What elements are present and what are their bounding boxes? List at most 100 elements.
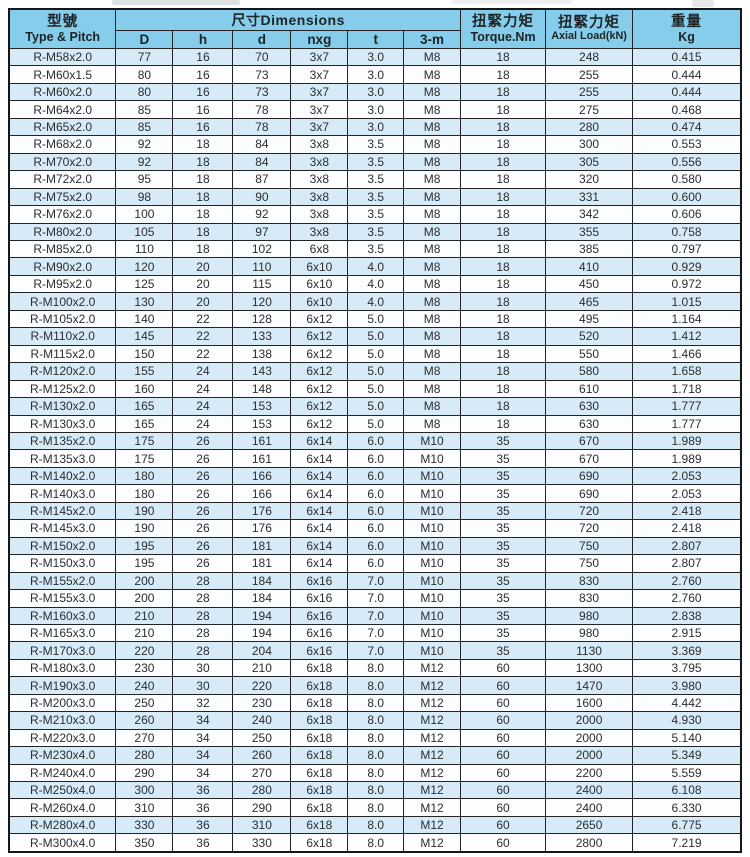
table-row: R-M60x2.0 80 16 73 3x7 3.0 M8 18 255 0.444 bbox=[8, 82, 742, 102]
table-cell: M12 bbox=[402, 728, 462, 748]
table-row: R-M160x3.0 210 28 194 6x16 7.0 M10 35 980 2.838 bbox=[8, 606, 742, 625]
type-pitch-cell: R-M105x2.0 bbox=[8, 309, 117, 329]
table-cell: 140 bbox=[115, 309, 174, 329]
table-cell: 6x12 bbox=[290, 344, 349, 364]
table-cell: 35 bbox=[460, 536, 546, 556]
table-cell: 3x7 bbox=[290, 65, 349, 84]
table-cell: 98 bbox=[115, 187, 174, 207]
table-cell: M10 bbox=[402, 484, 462, 503]
table-cell: 155 bbox=[115, 362, 174, 381]
table-cell: 18 bbox=[172, 170, 234, 189]
table-cell: 0.556 bbox=[632, 152, 742, 172]
table-cell: 5.0 bbox=[347, 397, 404, 416]
type-pitch-cell: R-M120x2.0 bbox=[8, 362, 117, 381]
table-cell: 8.0 bbox=[347, 693, 404, 713]
table-cell: 26 bbox=[172, 484, 234, 503]
table-cell: 2000 bbox=[544, 728, 634, 748]
type-pitch-cell: R-M145x3.0 bbox=[8, 519, 117, 538]
type-pitch-cell: R-M180x3.0 bbox=[8, 658, 117, 678]
table-row: R-M68x2.0 92 18 84 3x8 3.5 M8 18 300 0.553 bbox=[8, 135, 742, 154]
table-cell: 18 bbox=[460, 117, 546, 137]
type-pitch-cell: R-M140x3.0 bbox=[8, 484, 117, 503]
table-row: R-M150x3.0 195 26 181 6x14 6.0 M10 35 750 2.807 bbox=[8, 554, 742, 573]
table-cell: 5.559 bbox=[632, 763, 742, 783]
table-cell: 0.606 bbox=[632, 205, 742, 224]
table-row: R-M250x4.0 300 36 280 6x18 8.0 M12 60 2400 6.108 bbox=[8, 781, 742, 800]
table-cell: 7.0 bbox=[347, 571, 404, 591]
type-pitch-cell: R-M145x2.0 bbox=[8, 501, 117, 521]
table-row: R-M300x4.0 350 36 330 6x18 8.0 M12 60 2800 7.219 bbox=[8, 833, 742, 853]
table-cell: M8 bbox=[402, 170, 462, 189]
table-cell: 7.0 bbox=[347, 641, 404, 660]
table-cell: 26 bbox=[172, 536, 234, 556]
table-cell: 184 bbox=[232, 589, 292, 608]
table-cell: 6x18 bbox=[290, 815, 349, 835]
table-cell: 130 bbox=[115, 292, 174, 311]
table-cell: M12 bbox=[402, 781, 462, 800]
table-cell: 1600 bbox=[544, 693, 634, 713]
axial-load-label-zh: 扭緊力矩 bbox=[558, 15, 621, 32]
table-cell: 60 bbox=[460, 658, 546, 678]
table-cell: 0.972 bbox=[632, 274, 742, 294]
table-cell: 150 bbox=[115, 344, 174, 364]
table-cell: M8 bbox=[402, 135, 462, 154]
table-cell: 110 bbox=[115, 239, 174, 259]
table-cell: 3.0 bbox=[347, 65, 404, 84]
table-cell: 18 bbox=[460, 170, 546, 189]
table-cell: 3.5 bbox=[347, 187, 404, 207]
table-cell: 105 bbox=[115, 222, 174, 241]
table-cell: 450 bbox=[544, 274, 634, 294]
table-cell: 5.0 bbox=[347, 327, 404, 346]
table-cell: M12 bbox=[402, 763, 462, 783]
table-cell: 320 bbox=[544, 170, 634, 189]
table-cell: 6x18 bbox=[290, 746, 349, 765]
table-row: R-M190x3.0 240 30 220 6x18 8.0 M12 60 1470 3.980 bbox=[8, 676, 742, 695]
table-cell: 35 bbox=[460, 606, 546, 625]
table-cell: 30 bbox=[172, 676, 234, 695]
table-cell: 175 bbox=[115, 449, 174, 468]
table-row: R-M130x3.0 165 24 153 6x12 5.0 M8 18 630 1.777 bbox=[8, 414, 742, 433]
type-pitch-cell: R-M58x2.0 bbox=[8, 47, 117, 67]
table-cell: 34 bbox=[172, 746, 234, 765]
table-cell: 6x18 bbox=[290, 763, 349, 783]
table-cell: 6x16 bbox=[290, 606, 349, 625]
table-cell: 18 bbox=[460, 187, 546, 207]
table-cell: 18 bbox=[460, 344, 546, 364]
table-cell: 4.0 bbox=[347, 257, 404, 276]
type-pitch-cell: R-M100x2.0 bbox=[8, 292, 117, 311]
table-cell: 24 bbox=[172, 362, 234, 381]
table-cell: M10 bbox=[402, 623, 462, 643]
table-cell: 35 bbox=[460, 571, 546, 591]
table-cell: 35 bbox=[460, 466, 546, 486]
table-cell: 16 bbox=[172, 65, 234, 84]
table-row: R-M80x2.0 105 18 97 3x8 3.5 M8 18 355 0.758 bbox=[8, 222, 742, 241]
table-cell: 280 bbox=[115, 746, 174, 765]
table-cell: 36 bbox=[172, 798, 234, 817]
table-cell: 6x14 bbox=[290, 431, 349, 451]
table-cell: 6x16 bbox=[290, 571, 349, 591]
table-cell: 2200 bbox=[544, 763, 634, 783]
table-cell: 6x12 bbox=[290, 397, 349, 416]
table-cell: 1.658 bbox=[632, 362, 742, 381]
table-cell: 26 bbox=[172, 449, 234, 468]
table-cell: 1.015 bbox=[632, 292, 742, 311]
table-cell: 190 bbox=[115, 501, 174, 521]
type-pitch-cell: R-M85x2.0 bbox=[8, 239, 117, 259]
table-cell: 7.0 bbox=[347, 606, 404, 625]
table-cell: 6x18 bbox=[290, 781, 349, 800]
table-cell: 166 bbox=[232, 484, 292, 503]
table-row: R-M145x2.0 190 26 176 6x14 6.0 M10 35 720 2.418 bbox=[8, 501, 742, 521]
table-cell: 830 bbox=[544, 571, 634, 591]
table-cell: 92 bbox=[115, 135, 174, 154]
table-cell: 181 bbox=[232, 554, 292, 573]
table-cell: M12 bbox=[402, 693, 462, 713]
table-cell: 410 bbox=[544, 257, 634, 276]
table-cell: 195 bbox=[115, 536, 174, 556]
table-cell: 70 bbox=[232, 47, 292, 67]
table-cell: 330 bbox=[115, 815, 174, 835]
table-cell: 720 bbox=[544, 501, 634, 521]
table-cell: M8 bbox=[402, 152, 462, 172]
table-cell: 2.053 bbox=[632, 466, 742, 486]
type-pitch-cell: R-M155x3.0 bbox=[8, 589, 117, 608]
table-cell: 120 bbox=[115, 257, 174, 276]
